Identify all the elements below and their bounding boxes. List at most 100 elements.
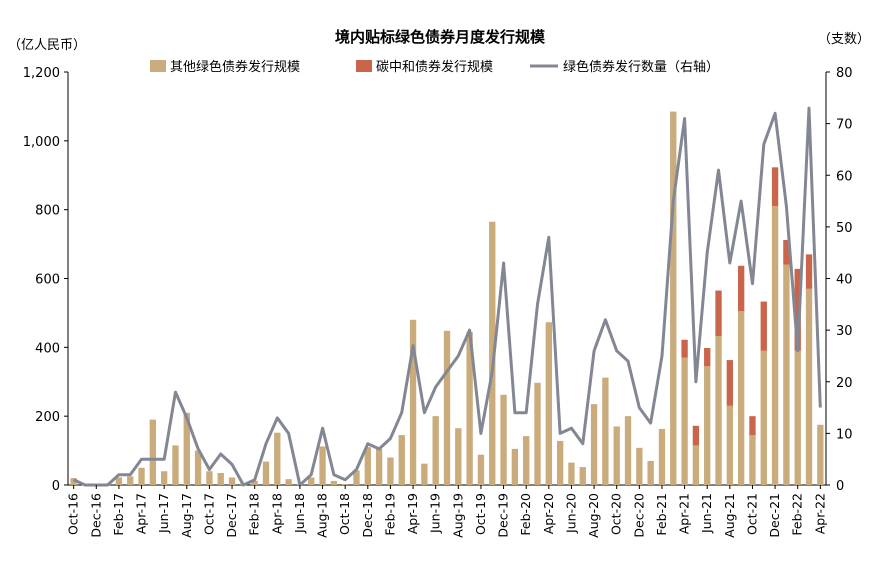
right-axis-ticks: 0 10 20 30 40 50 60 70 80 bbox=[826, 66, 853, 494]
x-tick-label: Aug-21 bbox=[722, 493, 737, 538]
x-tick-label: Jun-18 bbox=[292, 493, 307, 534]
bar-carbon-Jul-21 bbox=[715, 290, 722, 336]
bar-other-Jul-17 bbox=[172, 445, 179, 485]
bar-other-Feb-21 bbox=[658, 428, 666, 485]
x-tick-label: Jun-21 bbox=[699, 493, 714, 534]
left-axis-ticks: 0 200 400 600 800 1,000 1,200 bbox=[23, 66, 68, 494]
legend: 其他绿色债券发行规模 碳中和债券发行规模 绿色债券发行数量（右轴） bbox=[150, 59, 719, 75]
bar-other-May-18 bbox=[285, 479, 292, 485]
bar-other-Nov-20 bbox=[624, 416, 632, 485]
bar-other-Jul-18 bbox=[308, 477, 315, 485]
bar-carbon-May-21 bbox=[692, 425, 700, 446]
bar-other-Nov-21 bbox=[760, 350, 767, 485]
bar-other-Aug-18 bbox=[319, 446, 326, 485]
bar-other-Sep-18 bbox=[330, 480, 338, 485]
bar-other-Apr-20 bbox=[545, 322, 552, 485]
bar-other-Mar-21 bbox=[670, 111, 677, 486]
bar-other-Nov-17 bbox=[217, 472, 224, 485]
bar-other-Mar-19 bbox=[398, 435, 405, 485]
x-tick-label: Apr-21 bbox=[677, 493, 692, 534]
bar-other-Nov-18 bbox=[353, 470, 360, 485]
bar-other-Sep-21 bbox=[737, 311, 745, 485]
legend-swatch-carbon bbox=[356, 60, 372, 72]
x-tick-label: Dec-18 bbox=[360, 493, 375, 538]
bar-carbon-Feb-22 bbox=[794, 268, 801, 351]
x-tick-label: Aug-20 bbox=[586, 493, 601, 538]
bar-other-Jul-20 bbox=[579, 467, 586, 485]
bar-other-Oct-17 bbox=[206, 471, 213, 485]
left-tick-label: 400 bbox=[35, 341, 60, 356]
x-tick-label: Dec-19 bbox=[496, 493, 511, 538]
x-tick-label: Dec-17 bbox=[224, 493, 239, 538]
chart-title: 境内贴标绿色债券月度发行规模 bbox=[335, 28, 546, 46]
bar-other-Dec-18 bbox=[364, 447, 371, 485]
x-tick-label: Oct-16 bbox=[66, 493, 81, 535]
bar-other-Jun-19 bbox=[432, 416, 439, 485]
legend-label-carbon: 碳中和债券发行规模 bbox=[376, 59, 493, 75]
x-tick-label: Feb-20 bbox=[518, 493, 533, 536]
x-tick-label: Aug-17 bbox=[179, 493, 194, 538]
bar-other-Sep-20 bbox=[602, 377, 609, 485]
x-tick-label: Oct-17 bbox=[201, 493, 216, 535]
bar-other-Feb-17 bbox=[115, 477, 123, 485]
bar-other-Aug-19 bbox=[455, 428, 462, 485]
bar-other-Mar-22 bbox=[805, 288, 813, 485]
bar-other-Oct-21 bbox=[749, 435, 756, 485]
x-tick-label: Jun-20 bbox=[563, 493, 578, 534]
x-tick-label: Feb-22 bbox=[790, 493, 805, 536]
bar-other-Feb-20 bbox=[523, 436, 530, 485]
bar-other-Jun-21 bbox=[704, 366, 711, 485]
bar-carbon-Apr-21 bbox=[681, 339, 688, 358]
bar-other-Sep-19 bbox=[466, 331, 473, 485]
right-tick-label: 70 bbox=[836, 118, 853, 133]
bar-other-Dec-19 bbox=[500, 394, 507, 485]
bar-carbon-Nov-21 bbox=[760, 301, 767, 351]
x-tick-label: Apr-17 bbox=[134, 493, 149, 534]
x-axis-ticks: Oct-16 Dec-16 Feb-17 Apr-17 Jun-17 Aug-17 Oct-… bbox=[66, 485, 827, 538]
bar-other-Apr-21 bbox=[681, 357, 688, 485]
legend-label-count: 绿色债券发行数量（右轴） bbox=[563, 59, 719, 75]
bar-other-Apr-18 bbox=[274, 432, 281, 485]
bar-other-Mar-17 bbox=[127, 476, 134, 485]
x-tick-label: Oct-18 bbox=[337, 493, 352, 535]
legend-swatch-other bbox=[150, 60, 166, 72]
x-tick-label: Jun-17 bbox=[156, 493, 171, 534]
right-axis-unit: （支数） bbox=[818, 32, 870, 47]
bar-other-Apr-22 bbox=[817, 424, 824, 485]
x-tick-label: Apr-18 bbox=[269, 493, 284, 534]
x-tick-label: Aug-19 bbox=[450, 493, 465, 538]
x-tick-label: Jun-19 bbox=[428, 493, 443, 534]
bar-other-Apr-19 bbox=[409, 319, 417, 485]
bar-other-May-20 bbox=[556, 440, 564, 485]
x-tick-label: Feb-18 bbox=[247, 493, 262, 536]
bar-other-Aug-20 bbox=[590, 404, 598, 485]
bar-other-Feb-22 bbox=[794, 350, 801, 485]
left-tick-label: 0 bbox=[52, 479, 60, 494]
bar-other-Jan-22 bbox=[783, 264, 790, 485]
x-tick-label: Feb-19 bbox=[382, 493, 397, 536]
right-tick-label: 40 bbox=[836, 273, 853, 288]
bar-carbon-Dec-21 bbox=[771, 167, 779, 207]
bar-other-Nov-19 bbox=[489, 221, 496, 485]
x-tick-label: Apr-22 bbox=[812, 493, 827, 534]
bar-other-Oct-19 bbox=[477, 454, 485, 485]
bar-carbon-Sep-21 bbox=[737, 265, 745, 312]
x-tick-label: Aug-18 bbox=[315, 493, 330, 538]
bar-other-Jun-17 bbox=[160, 471, 168, 485]
x-tick-label: Oct-19 bbox=[473, 493, 488, 535]
x-tick-label: Feb-21 bbox=[654, 493, 669, 536]
bar-other-Dec-20 bbox=[636, 447, 643, 485]
bar-carbon-Jan-22 bbox=[783, 239, 790, 265]
left-tick-label: 1,200 bbox=[23, 66, 60, 81]
x-tick-label: Feb-17 bbox=[111, 493, 126, 536]
bar-other-Jan-20 bbox=[511, 448, 519, 485]
right-tick-label: 10 bbox=[836, 427, 853, 442]
x-tick-label: Dec-16 bbox=[88, 493, 103, 538]
right-tick-label: 50 bbox=[836, 221, 853, 236]
x-tick-label: Apr-20 bbox=[541, 493, 556, 534]
right-tick-label: 20 bbox=[836, 376, 853, 391]
left-axis-unit: （亿人民币） bbox=[8, 38, 86, 53]
bar-other-Feb-19 bbox=[387, 457, 394, 485]
bar-other-Jul-19 bbox=[443, 330, 451, 485]
x-tick-label: Apr-19 bbox=[405, 493, 420, 534]
